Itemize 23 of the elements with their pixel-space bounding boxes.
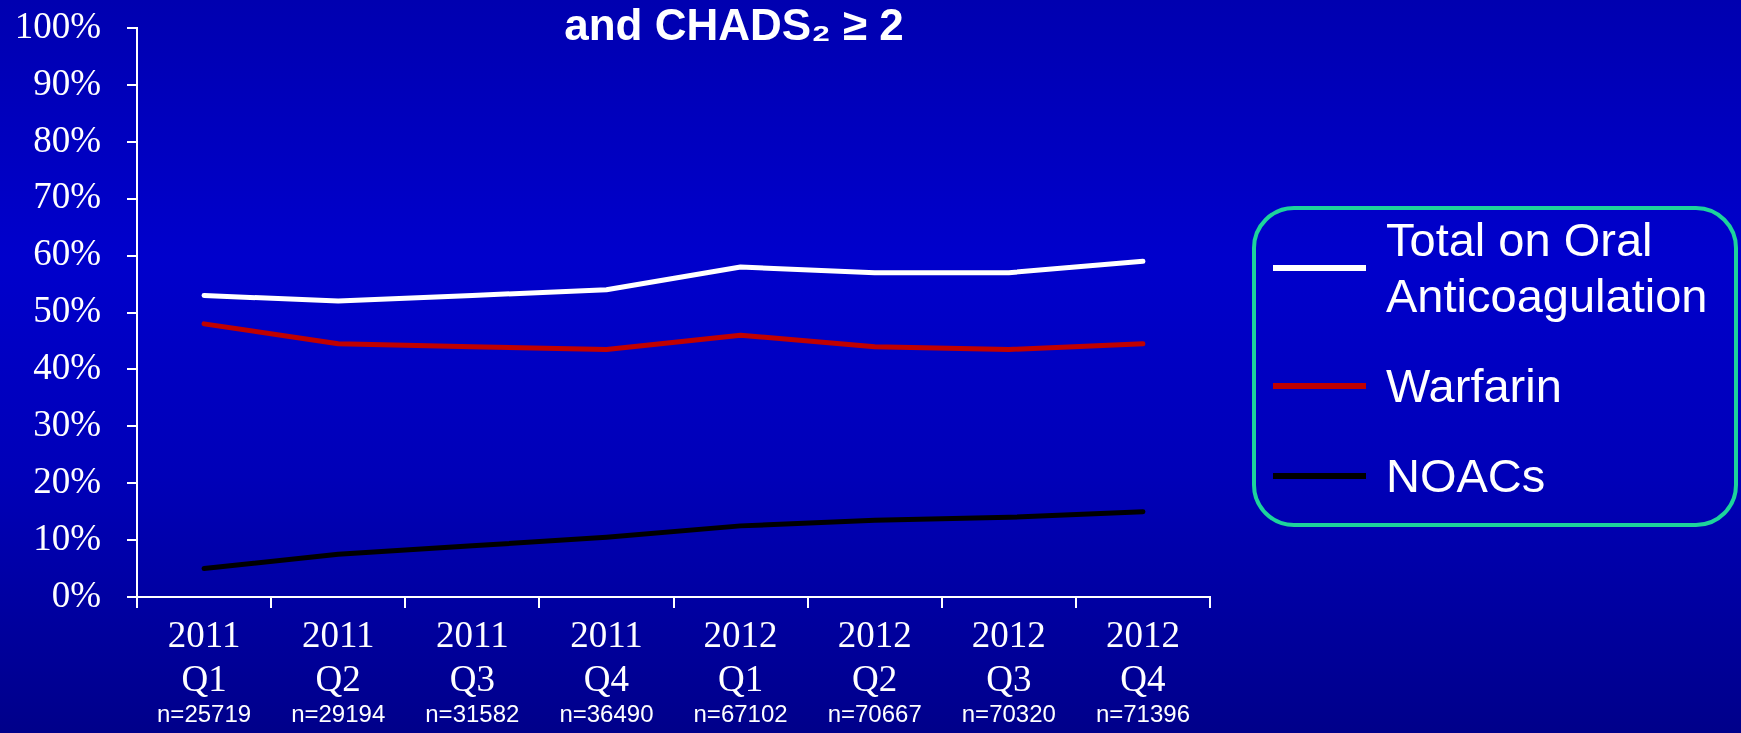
y-tick-label: 30% [33,403,101,445]
category-label: 2012 Q4 n=71396 [1095,613,1190,728]
y-tick-label: 90% [33,61,101,103]
category-label: 2012 Q1 n=67102 [693,613,788,728]
y-tick-label: 40% [33,346,101,388]
category-label: 2011 Q3 n=31582 [425,613,520,728]
y-tick-label: 10% [33,516,101,558]
y-tick-label: 60% [33,232,101,274]
category-label: 2011 Q1 n=25719 [157,613,252,728]
category-label: 2011 Q4 n=36490 [559,613,654,728]
legend-label: Total on Oral Anticoagulation [1386,212,1709,324]
y-tick-label: 80% [33,118,101,160]
legend-label: Warfarin [1386,358,1563,414]
y-tick-label: 0% [51,573,101,615]
category-label: 2012 Q3 n=70320 [961,613,1056,728]
y-tick-label: 20% [33,459,101,501]
category-label: 2011 Q2 n=29194 [291,613,386,728]
legend-label: NOACs [1386,448,1547,504]
y-tick-label: 100% [14,4,101,46]
y-tick-label: 50% [33,289,101,331]
y-tick-label: 70% [33,175,101,217]
category-label: 2012 Q2 n=70667 [827,613,922,728]
chart-title: and CHADS₂ ≥ 2 [564,0,904,49]
